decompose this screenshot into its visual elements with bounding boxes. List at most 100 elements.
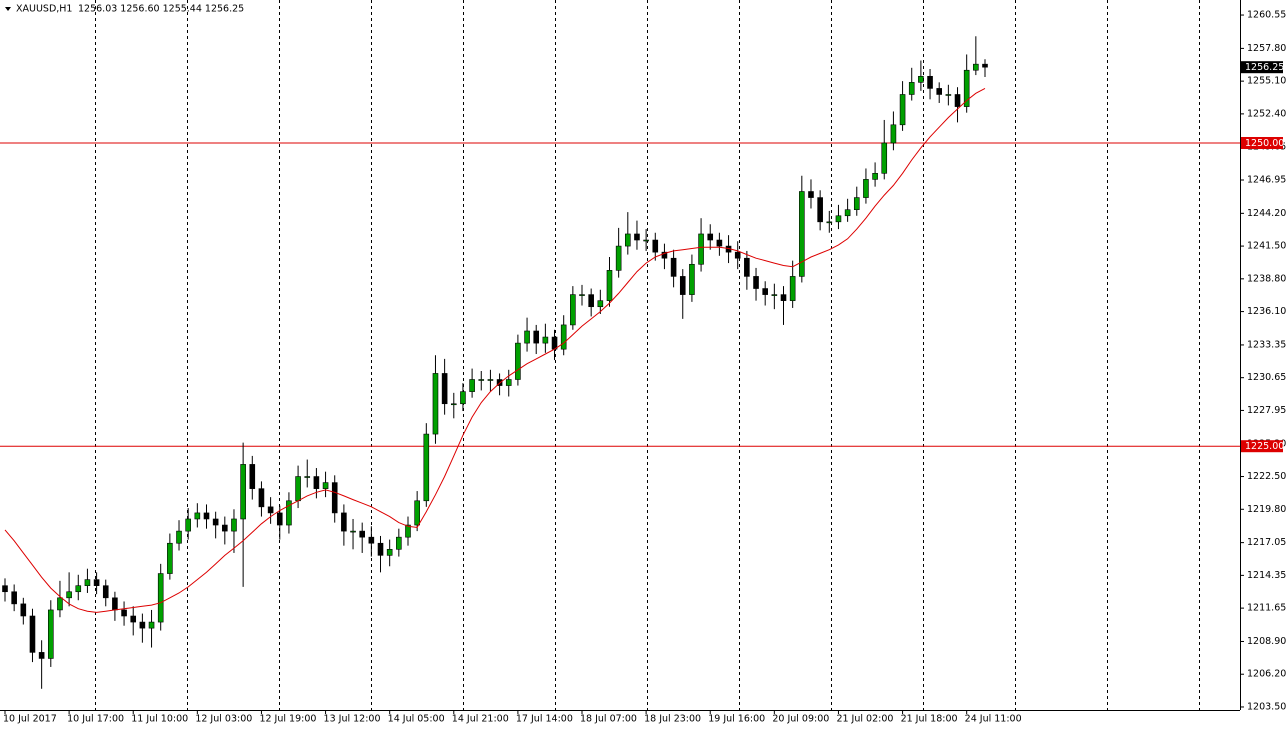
candle-body: [643, 239, 649, 242]
candle-body: [212, 518, 219, 526]
x-tick-label: 24 Jul 11:00: [965, 714, 1022, 725]
candle-body: [954, 94, 961, 107]
candle-body: [295, 476, 301, 502]
candle-body: [386, 548, 393, 556]
candle-body: [304, 476, 311, 478]
candle-body: [661, 251, 668, 259]
candle-body: [679, 276, 686, 295]
y-tick-label: 1257.80: [1247, 43, 1286, 54]
candle-body: [313, 476, 320, 489]
y-tick-label: 1206.20: [1247, 669, 1286, 680]
x-tick-label: 19 Jul 16:00: [708, 714, 765, 725]
y-tick-label: 1203.50: [1247, 701, 1286, 712]
candle-body: [93, 579, 100, 586]
candle-body: [625, 233, 631, 247]
y-tick-label: 1236.10: [1247, 306, 1286, 317]
candle-body: [460, 391, 466, 405]
candle-body: [377, 542, 384, 556]
candle-body: [231, 518, 237, 532]
y-tick-label: 1244.20: [1247, 208, 1286, 219]
candle-body: [331, 482, 338, 514]
candle-body: [982, 63, 988, 68]
candle-body: [744, 257, 750, 277]
candle-body: [11, 591, 17, 605]
candle-body: [652, 239, 659, 253]
candle-body: [835, 215, 842, 223]
candle-body: [579, 294, 585, 296]
candle-body: [441, 373, 448, 405]
candle-body: [47, 609, 54, 659]
candle-body: [322, 482, 329, 489]
candle-body: [863, 179, 869, 198]
candle-body: [38, 652, 45, 659]
candle-body: [450, 403, 457, 406]
candle-body: [240, 464, 246, 520]
candle-body: [799, 191, 805, 277]
candle-body: [808, 191, 814, 198]
y-tick-label: 1219.80: [1247, 504, 1286, 515]
candle-body: [203, 512, 210, 520]
candle-body: [762, 288, 768, 295]
candle-body: [194, 512, 201, 520]
x-tick-label: 18 Jul 07:00: [580, 714, 637, 725]
y-tick-label: 1217.05: [1247, 537, 1286, 548]
candle-body: [396, 536, 402, 550]
candle-body: [789, 276, 796, 301]
x-tick-label: 20 Jul 09:00: [772, 714, 829, 725]
y-tick-label: 1222.50: [1247, 471, 1286, 482]
candle-body: [112, 597, 118, 611]
y-tick-label: 1252.40: [1247, 108, 1286, 119]
x-tick-label: 14 Jul 05:00: [388, 714, 445, 725]
candle-body: [844, 209, 851, 217]
candle-body: [872, 173, 878, 180]
candle-body: [2, 585, 8, 593]
candle-body: [881, 142, 888, 174]
candle-body: [130, 615, 137, 623]
moving-average: [4, 87, 986, 613]
y-tick-label: 1246.95: [1247, 174, 1286, 185]
x-tick-label: 21 Jul 18:00: [901, 714, 958, 725]
candle-body: [890, 124, 897, 144]
candle-body: [780, 294, 787, 301]
candle-body: [286, 500, 292, 526]
candle-body: [826, 221, 833, 224]
level-label-box: [1241, 440, 1283, 453]
candle-body: [588, 294, 594, 308]
y-tick-label: 1238.80: [1247, 273, 1286, 284]
candle-body: [753, 276, 759, 289]
candle-body: [66, 591, 72, 599]
candle-body: [716, 239, 723, 247]
chart-title: XAUUSD,H1: [16, 4, 72, 15]
candle-body: [157, 573, 164, 623]
candle-body: [414, 500, 420, 526]
y-tick-label: 1260.55: [1247, 10, 1286, 21]
candle-body: [515, 342, 521, 380]
candle-body: [771, 294, 778, 296]
candle-body: [405, 524, 411, 538]
candle-body: [368, 536, 375, 544]
y-tick-label: 1214.35: [1247, 570, 1286, 581]
candle-body: [341, 512, 347, 532]
candle-body: [359, 530, 365, 538]
price-tag: 1256.25: [1245, 62, 1284, 73]
candle-body: [606, 270, 613, 301]
candle-body: [139, 621, 146, 629]
x-tick-label: 12 Jul 03:00: [195, 714, 252, 725]
candle-body: [57, 597, 63, 611]
level-label: 1225.00: [1245, 441, 1284, 452]
price-tag-box: [1241, 61, 1283, 74]
candle-body: [249, 464, 256, 489]
period-separators: [95, 0, 1200, 710]
candle-body: [973, 63, 979, 71]
x-tick-label: 21 Jul 02:00: [836, 714, 893, 725]
ohlc-readout: 1256.03 1256.60 1255.44 1256.25: [78, 4, 244, 15]
candle-body: [102, 585, 109, 599]
candle-body: [689, 263, 695, 295]
candle-body: [121, 609, 127, 617]
candle-body: [222, 524, 228, 532]
candle-body: [817, 197, 823, 223]
candle-body: [524, 330, 530, 344]
x-tick-label: 18 Jul 23:00: [644, 714, 701, 725]
candle-body: [432, 373, 439, 435]
